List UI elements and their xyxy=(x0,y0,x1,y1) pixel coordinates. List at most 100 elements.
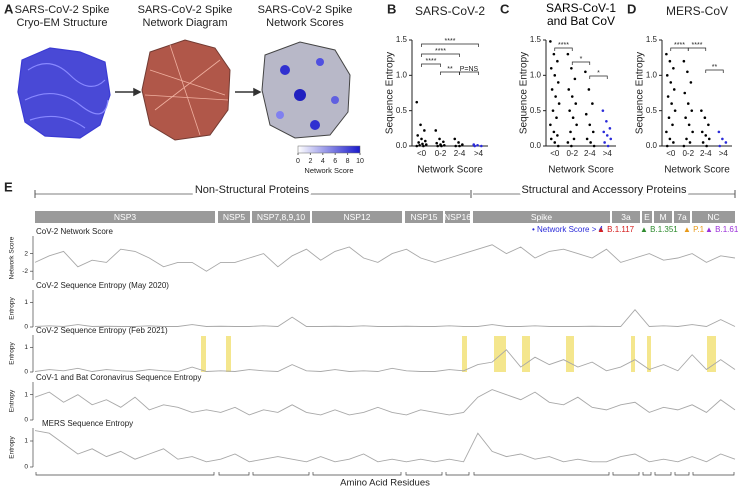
y-axis-label: Sequence Entropy xyxy=(635,52,646,134)
y-axis-label: Sequence Entropy xyxy=(385,52,396,134)
residue-axis xyxy=(692,472,735,476)
panel-title: SARS-CoV-2 Spike xyxy=(258,4,353,16)
group-label: Structural and Accessory Proteins xyxy=(521,184,687,196)
residue-axis xyxy=(35,472,215,476)
x-tick-label: 0-2 xyxy=(435,149,447,158)
data-point xyxy=(701,141,705,144)
track-title: CoV-2 Network Score xyxy=(36,227,113,236)
track-y-tick-label: 0 xyxy=(24,464,28,471)
data-point xyxy=(668,59,672,63)
y-tick-label: 0.0 xyxy=(530,141,542,150)
y-axis-label: Sequence Entropy xyxy=(519,52,530,134)
track-y-tick-label: 0 xyxy=(24,369,28,376)
data-point xyxy=(418,143,421,147)
data-point xyxy=(703,116,707,120)
data-point xyxy=(550,88,554,91)
data-point xyxy=(549,66,553,70)
colorbar-tick-label: 8 xyxy=(346,158,350,165)
y-tick-label: 0.5 xyxy=(396,106,408,115)
data-point xyxy=(683,91,687,95)
protein-label: NSP3 xyxy=(114,212,136,222)
data-point xyxy=(603,141,606,144)
significance-bracket xyxy=(571,61,591,65)
data-point xyxy=(461,143,464,146)
data-point xyxy=(602,130,606,134)
colorbar-tick-label: 6 xyxy=(333,158,337,165)
entropy-profile xyxy=(34,309,736,327)
panel-title: SARS-CoV-2 Spike xyxy=(138,4,233,16)
protein-label: NSP16 xyxy=(444,212,471,222)
data-point xyxy=(665,52,668,56)
residue-axis xyxy=(473,472,610,476)
data-point xyxy=(685,137,688,141)
data-point xyxy=(570,144,573,148)
data-point xyxy=(609,137,613,141)
significance-label: ** xyxy=(447,66,453,73)
data-point xyxy=(567,88,571,91)
x-tick-label: >4 xyxy=(474,149,484,158)
panel-letter: A xyxy=(4,1,14,16)
residue-axis xyxy=(612,472,640,476)
legend-entry: ▲ B.1.117 xyxy=(597,225,635,234)
y-tick-label: 0.0 xyxy=(396,141,408,150)
track-y-label: Entropy xyxy=(9,297,16,320)
protein-bar xyxy=(692,211,735,223)
colorbar-tick-label: 0 xyxy=(296,158,300,165)
data-point xyxy=(672,88,676,91)
significance-bracket xyxy=(421,63,441,67)
significance-bracket xyxy=(589,75,608,79)
protein-bar xyxy=(473,211,610,223)
x-tick-label: 0-2 xyxy=(682,149,694,158)
data-point xyxy=(476,143,479,147)
significance-label: **** xyxy=(674,42,685,49)
track-title: MERS Sequence Entropy xyxy=(42,419,133,428)
y-tick-label: 0.5 xyxy=(646,106,658,115)
data-point xyxy=(552,130,556,134)
significance-label: **** xyxy=(692,42,703,49)
data-point xyxy=(443,143,446,147)
data-point xyxy=(700,109,703,112)
legend-entry: • Network Score > 4 xyxy=(532,225,604,234)
track-y-label: Entropy xyxy=(9,342,16,365)
data-point xyxy=(424,143,428,146)
legend-entry: ▲ P.1 xyxy=(683,225,705,234)
data-point xyxy=(605,119,608,123)
x-tick-label: 2-4 xyxy=(454,149,466,158)
data-point xyxy=(566,52,570,56)
residue-axis xyxy=(405,472,443,476)
significance-bracket xyxy=(554,47,573,51)
x-tick-label: <0 xyxy=(417,149,427,158)
colorbar-label: Network Score xyxy=(304,166,353,175)
x-axis-label: Network Score xyxy=(417,165,483,176)
x-tick-label: <0 xyxy=(666,149,676,158)
track-y-tick-label: 0 xyxy=(24,417,28,424)
residue-axis xyxy=(674,472,690,476)
data-point xyxy=(718,144,722,148)
data-point xyxy=(585,137,589,141)
significance-label: P=NS xyxy=(460,66,479,73)
data-point xyxy=(423,129,426,132)
group-label: Non-Structural Proteins xyxy=(195,184,310,196)
data-point xyxy=(605,134,609,137)
data-point xyxy=(422,144,425,148)
data-point xyxy=(672,141,675,144)
panel-title: Network Diagram xyxy=(143,17,228,29)
protein-label: 7a xyxy=(677,212,687,222)
legend-entry: ▲ B.1.617 xyxy=(705,225,738,234)
panel-letter: D xyxy=(627,1,636,16)
data-point xyxy=(415,144,419,148)
data-point xyxy=(690,109,694,112)
protein-label: 3a xyxy=(621,212,631,222)
data-point xyxy=(606,144,610,148)
x-axis-label: Amino Acid Residues xyxy=(340,478,430,489)
network-scores-structure xyxy=(261,41,351,139)
protein-label: NSP12 xyxy=(344,212,371,222)
data-point xyxy=(665,74,669,77)
entropy-profile xyxy=(34,430,736,463)
protein-bar xyxy=(405,211,443,223)
data-point xyxy=(552,52,556,56)
track-y-tick-label: -2 xyxy=(22,268,28,275)
residue-axis xyxy=(312,472,402,476)
data-point xyxy=(453,137,457,141)
